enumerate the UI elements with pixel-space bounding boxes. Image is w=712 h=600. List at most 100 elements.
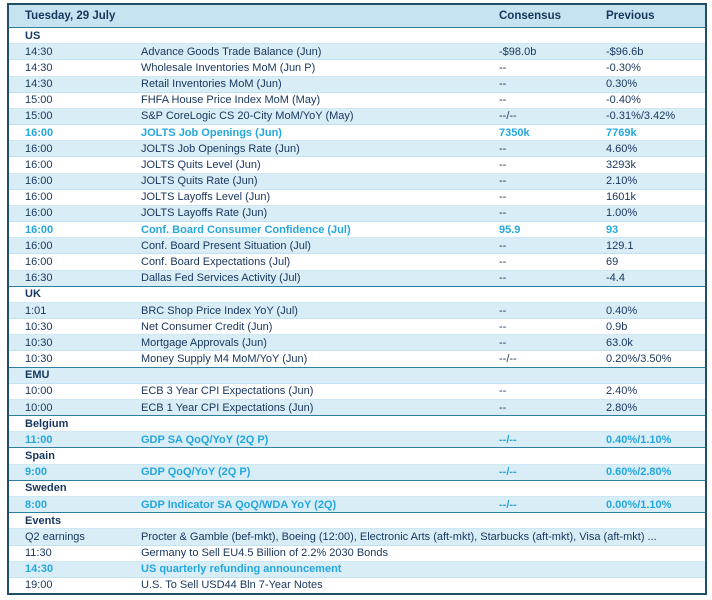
time-cell: 10:30 <box>25 320 53 333</box>
event-row: 16:00 JOLTS Quits Rate (Jun) -- 2.10% <box>9 172 705 189</box>
consensus-cell: 95.9 <box>499 223 521 236</box>
event-name-cell: Conf. Board Consumer Confidence (Jul) <box>141 223 351 236</box>
event-name-cell: FHFA House Price Index MoM (May) <box>141 94 321 107</box>
time-cell: 11:00 <box>25 433 53 446</box>
event-row: 10:30 Mortgage Approvals (Jun) -- 63.0k <box>9 334 705 351</box>
section-header-row: Spain <box>9 447 705 463</box>
event-row: 8:00 GDP Indicator SA QoQ/WDA YoY (2Q) --/… <box>9 495 705 513</box>
event-name-cell: JOLTS Quits Rate (Jun) <box>141 175 258 188</box>
section-header-row: EMU <box>9 366 705 383</box>
event-name-cell: Retail Inventories MoM (Jun) <box>141 78 282 91</box>
consensus-cell: -- <box>499 142 507 155</box>
consensus-cell: --/-- <box>499 353 517 366</box>
previous-cell: -0.31%/3.42% <box>606 110 676 123</box>
consensus-cell: -- <box>499 61 507 74</box>
event-name-cell: BRC Shop Price Index YoY (Jul) <box>141 304 298 317</box>
consensus-cell: --/-- <box>499 110 517 123</box>
section-header-row: Events <box>9 512 705 528</box>
time-cell: 16:00 <box>25 223 54 236</box>
event-row: 16:00 JOLTS Quits Level (Jun) -- 3293k <box>9 156 705 172</box>
event-row: 10:00 ECB 3 Year CPI Expectations (Jun) --… <box>9 382 705 399</box>
time-cell: 14:30 <box>25 78 53 91</box>
previous-cell: 2.10% <box>606 175 638 188</box>
consensus-cell: -$98.0b <box>499 45 537 58</box>
event-row: 16:00 Conf. Board Present Situation (Jul)… <box>9 237 705 254</box>
time-cell: 16:00 <box>25 142 53 155</box>
previous-cell: 0.30% <box>606 78 638 91</box>
consensus-cell: --/-- <box>499 466 517 479</box>
consensus-cell: -- <box>499 385 507 398</box>
event-row: 10:30 Money Supply M4 MoM/YoY (Jun) --/-- 0… <box>9 350 705 366</box>
event-row: 16:00 Conf. Board Expectations (Jul) -- 69 <box>9 253 705 269</box>
previous-cell: -4.4 <box>606 272 625 285</box>
time-cell: 16:00 <box>25 158 53 171</box>
time-cell: 19:00 <box>25 579 53 592</box>
consensus-cell: -- <box>499 78 507 91</box>
previous-cell: 1601k <box>606 191 636 204</box>
consensus-cell: -- <box>499 401 507 414</box>
time-cell: 16:00 <box>25 126 54 139</box>
consensus-column-header: Consensus <box>499 10 561 22</box>
time-cell: 16:00 <box>25 239 53 252</box>
time-cell: 11:30 <box>25 547 52 560</box>
consensus-cell: -- <box>499 158 507 171</box>
time-cell: 14:30 <box>25 45 53 58</box>
consensus-cell: -- <box>499 207 507 220</box>
section-title: Sweden <box>25 482 67 495</box>
section-title: UK <box>25 288 41 301</box>
consensus-cell: -- <box>499 94 507 107</box>
event-row: 16:00 JOLTS Job Openings Rate (Jun) -- 4.60… <box>9 140 705 157</box>
consensus-cell: -- <box>499 304 507 317</box>
event-name-cell: Net Consumer Credit (Jun) <box>141 320 273 333</box>
consensus-cell: -- <box>499 336 507 349</box>
time-cell: 16:30 <box>25 272 53 285</box>
event-row: 16:00 JOLTS Job Openings (Jun) 7350k 7769k <box>9 124 705 140</box>
time-cell: 16:00 <box>25 175 53 188</box>
section-title: US <box>25 29 41 42</box>
previous-cell: 1.00% <box>606 207 638 220</box>
event-name-cell: Conf. Board Expectations (Jul) <box>141 255 291 268</box>
event-name-cell: Money Supply M4 MoM/YoY (Jun) <box>141 353 308 366</box>
previous-cell: 7769k <box>606 126 637 139</box>
consensus-cell: -- <box>499 255 507 268</box>
consensus-cell: -- <box>499 239 507 252</box>
previous-cell: 0.40% <box>606 304 638 317</box>
section-title: Spain <box>25 450 55 463</box>
event-name-cell: ECB 3 Year CPI Expectations (Jun) <box>141 385 314 398</box>
section-header-row: Sweden <box>9 479 705 496</box>
consensus-cell: -- <box>499 191 507 204</box>
previous-cell: 2.40% <box>606 385 638 398</box>
event-row: 9:00 GDP QoQ/YoY (2Q P) --/-- 0.60%/2.80% <box>9 463 705 480</box>
event-name-cell: Wholesale Inventories MoM (Jun P) <box>141 61 316 74</box>
event-row: 11:00 GDP SA QoQ/YoY (2Q P) --/-- 0.40%/1.1… <box>9 431 705 448</box>
event-name-cell: Germany to Sell EU4.5 Billion of 2.2% 20… <box>141 547 389 560</box>
event-row: 1:01 BRC Shop Price Index YoY (Jul) -- 0.40… <box>9 301 705 319</box>
event-row: 14:30 Wholesale Inventories MoM (Jun P) --… <box>9 59 705 75</box>
previous-cell: 0.20%/3.50% <box>606 353 672 366</box>
time-cell: 9:00 <box>25 466 48 479</box>
event-row: 10:00 ECB 1 Year CPI Expectations (Jun) --… <box>9 398 705 416</box>
event-name-cell: JOLTS Layoffs Rate (Jun) <box>141 207 268 220</box>
event-row: 14:30 Retail Inventories MoM (Jun) -- 0.30% <box>9 75 705 92</box>
event-name-cell: Dallas Fed Services Activity (Jul) <box>141 272 301 285</box>
time-cell: 15:00 <box>25 110 53 123</box>
previous-cell: 69 <box>606 255 619 268</box>
time-cell: 10:00 <box>25 401 53 414</box>
time-cell: 8:00 <box>25 498 48 511</box>
previous-cell: 2.80% <box>606 401 638 414</box>
event-row: 14:30 US quarterly refunding announcement <box>9 560 705 577</box>
event-name-cell: U.S. To Sell USD44 Bln 7-Year Notes <box>141 579 323 592</box>
time-cell: 10:30 <box>25 353 53 366</box>
previous-cell: 93 <box>606 223 619 236</box>
calendar-date-title: Tuesday, 29 July <box>25 10 116 22</box>
economic-calendar-table: Tuesday, 29 July Consensus Previous US 14… <box>7 3 707 595</box>
previous-cell: 0.40%/1.10% <box>606 433 672 446</box>
event-name-cell: GDP Indicator SA QoQ/WDA YoY (2Q) <box>141 498 337 511</box>
event-name-cell: JOLTS Quits Level (Jun) <box>141 158 261 171</box>
event-name-cell: Conf. Board Present Situation (Jul) <box>141 239 311 252</box>
time-cell: 15:00 <box>25 94 53 107</box>
time-cell: 16:00 <box>25 255 53 268</box>
section-title: Belgium <box>25 417 69 430</box>
section-header-row: US <box>9 27 705 43</box>
time-cell: 14:30 <box>25 61 53 74</box>
